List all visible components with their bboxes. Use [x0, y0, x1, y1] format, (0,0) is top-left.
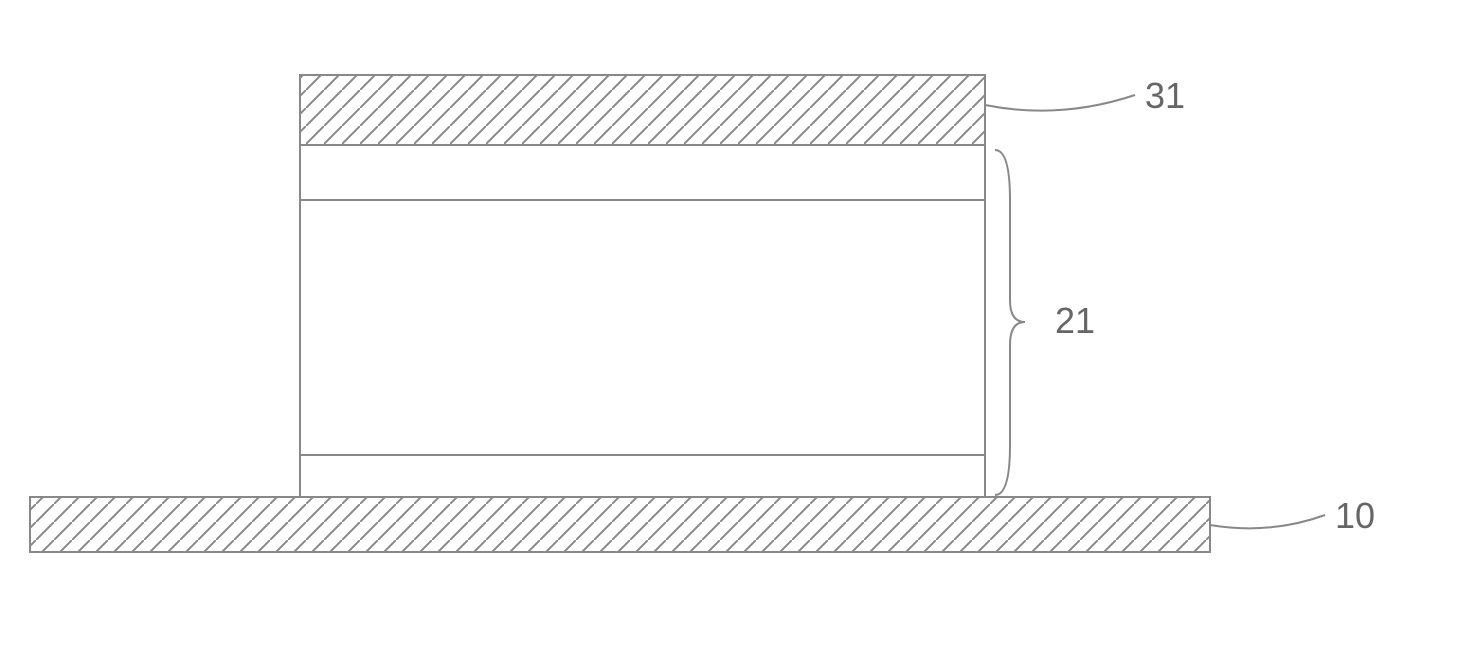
diagram-container: 31 21 10: [0, 0, 1481, 655]
leader-line-10: [1210, 515, 1325, 528]
cross-section-diagram: [0, 0, 1481, 655]
substrate-layer: [30, 497, 1210, 552]
upper-sublayer: [300, 145, 985, 200]
bracket-21: [995, 150, 1025, 495]
label-21: 21: [1055, 300, 1095, 342]
leader-line-31: [985, 95, 1135, 111]
bottom-sublayer: [300, 455, 985, 497]
middle-sublayer: [300, 200, 985, 455]
top-hatched-layer: [300, 75, 985, 145]
label-31: 31: [1145, 75, 1185, 117]
label-10: 10: [1335, 495, 1375, 537]
